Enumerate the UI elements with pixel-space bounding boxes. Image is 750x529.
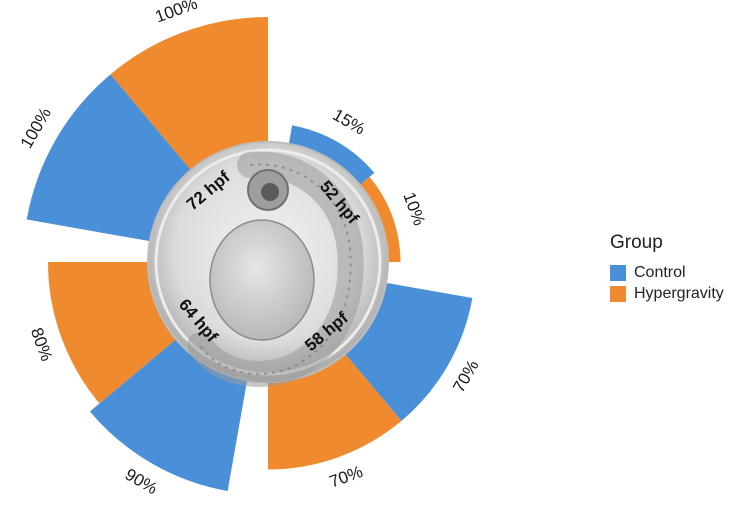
bar-hypergravity-58-hpf (268, 353, 402, 470)
bar-control-52-hpf (288, 125, 375, 185)
bar-control-72-hpf (26, 74, 191, 242)
legend-swatch (610, 285, 626, 302)
value-label-hypergravity-64-hpf: 80% (27, 325, 56, 363)
bar-control-58-hpf (345, 282, 473, 421)
embryo-image (147, 141, 389, 387)
legend-label: Control (634, 263, 686, 281)
value-label-hypergravity-52-hpf: 10% (399, 190, 428, 228)
legend-label: Hypergravity (634, 284, 724, 302)
legend: Group Control Hypergravity (610, 232, 724, 304)
bar-control-64-hpf (89, 339, 248, 491)
value-label-hypergravity-58-hpf: 70% (327, 462, 365, 491)
value-label-control-52-hpf: 15% (329, 105, 368, 138)
legend-item-control: Control (610, 262, 724, 283)
value-label-control-58-hpf: 70% (449, 357, 482, 396)
legend-title: Group (610, 232, 663, 253)
value-label-hypergravity-72-hpf: 100% (153, 0, 200, 27)
bar-hypergravity-64-hpf (48, 262, 177, 404)
bar-hypergravity-72-hpf (110, 16, 269, 171)
legend-swatch (610, 264, 626, 281)
value-label-control-72-hpf: 100% (17, 104, 55, 151)
bars-layer (26, 16, 473, 491)
legend-item-hypergravity: Hypergravity (610, 283, 724, 304)
value-label-control-64-hpf: 90% (122, 465, 161, 498)
